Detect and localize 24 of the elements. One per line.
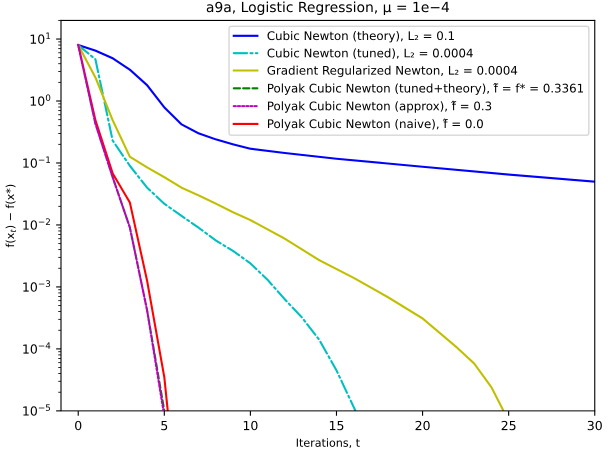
x-tick-label: 30	[588, 420, 602, 430]
y-tick-label: 10$^{−3}$	[23, 280, 50, 292]
x-axis-title: Iterations, t	[296, 438, 360, 448]
y-axis-title: f(x$_{t}$) − f(x*)	[6, 184, 16, 248]
x-tick-label: 5	[161, 420, 168, 430]
x-tick-label: 20	[416, 420, 430, 430]
x-tick-label: 10	[244, 420, 258, 430]
legend-label: Polyak Cubic Newton (tuned+theory), f̂ = f* = 0.3361	[268, 82, 584, 95]
x-tick-label: 25	[502, 420, 516, 430]
legend-label: Cubic Newton (tuned), L₂ = 0.0004	[267, 48, 473, 59]
y-tick-label: 10$^{−2}$	[23, 218, 50, 230]
x-tick-label: 15	[330, 420, 344, 430]
x-tick-label: 0	[75, 420, 82, 430]
y-tick-label: 10$^{−4}$	[23, 342, 50, 354]
chart-title: a9a, Logistic Regression, μ = 1e−4	[206, 2, 450, 15]
y-tick-label: 10$^{−5}$	[23, 404, 50, 416]
legend-label: Cubic Newton (theory), L₂ = 0.1	[267, 31, 454, 42]
line-series	[77, 44, 595, 183]
y-tick-label: 10$^{0}$	[30, 94, 50, 106]
y-tick-label: 10$^{1}$	[30, 32, 50, 44]
legend-label: Gradient Regularized Newton, L₂ = 0.0004	[267, 66, 518, 78]
legend-label: Polyak Cubic Newton (naive), f̂ = 0.0	[268, 118, 483, 130]
y-tick-label: 10$^{−1}$	[23, 156, 50, 168]
legend-label: Polyak Cubic Newton (approx), f̂ = 0.3	[268, 100, 492, 113]
